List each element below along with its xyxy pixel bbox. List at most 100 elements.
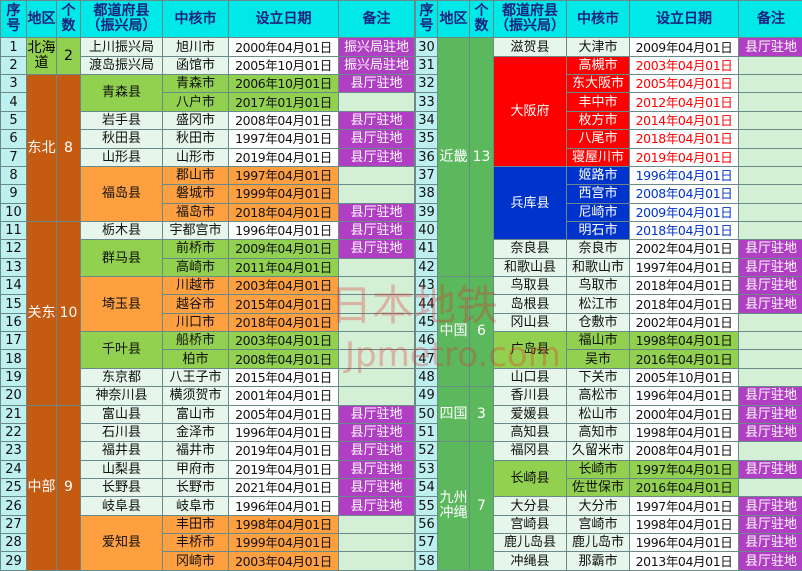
established-date: 2005年10月01日 (629, 367, 739, 388)
note-empty (738, 367, 802, 388)
row: 42 和歌山县 和歌山市 1997年04月01日 县厅驻地 (415, 257, 802, 278)
region: 近畿 (437, 37, 470, 278)
core-city: 宫崎市 (566, 514, 630, 535)
established-date: 2019年04月01日 (629, 147, 739, 167)
row: 24 山梨县 甲府市 2019年04月01日 县厅驻地 (0, 459, 415, 479)
city-count: 6 (469, 276, 494, 388)
prefecture: 大阪府 (493, 55, 567, 167)
prefecture: 宫崎县 (493, 514, 567, 535)
core-city: 前桥市 (162, 239, 229, 259)
row: 11 关东 10 栃木县 宇都宫市 1996年04月01日 县厅驻地 (0, 220, 415, 406)
prefecture: 冲绳县 (493, 551, 567, 571)
note: 县厅驻地 (738, 239, 802, 259)
core-city: 仓敷市 (566, 312, 630, 333)
row-number: 53 (415, 459, 438, 479)
prefecture: 山口县 (493, 367, 567, 388)
city-count: 8 (56, 74, 81, 222)
region: 关东 (26, 220, 57, 406)
row: 52 九州冲绳 7 福冈县 久留米市 2008年04月01日 (415, 441, 802, 571)
header-cell: 都道府县（振兴局） (493, 0, 567, 39)
note-empty (338, 92, 415, 112)
core-city: 川口市 (162, 312, 229, 333)
note-empty (738, 349, 802, 369)
established-date: 2019年04月01日 (228, 459, 339, 479)
note: 县厅驻地 (338, 404, 415, 424)
core-city: 越谷市 (162, 294, 229, 314)
prefecture: 埼玉县 (80, 276, 163, 333)
core-city: 吴市 (566, 349, 630, 369)
established-date: 2015年04月01日 (228, 367, 339, 388)
prefecture: 栃木县 (80, 220, 163, 241)
core-city: 福山市 (566, 331, 630, 351)
row: 28 丰桥市 1999年04月01日 (0, 533, 415, 553)
row: 19 东京都 八王子市 2015年04月01日 (0, 367, 415, 388)
established-date: 1999年04月01日 (228, 533, 339, 553)
established-date: 1996年04月01日 (228, 220, 339, 241)
row-number: 52 (415, 441, 438, 461)
row: 23 福井县 福井市 2019年04月01日 县厅驻地 (0, 441, 415, 461)
note-empty (738, 220, 802, 241)
row-number: 26 (0, 496, 27, 516)
established-date: 2008年04月01日 (629, 441, 739, 461)
row: 36 寝屋川市 2019年04月01日 (415, 147, 802, 167)
note-empty (738, 147, 802, 167)
row-number: 22 (0, 422, 27, 443)
established-date: 2005年10月01日 (228, 55, 339, 76)
row-number: 41 (415, 239, 438, 259)
core-city: 大分市 (566, 496, 630, 516)
header-cell: 设立日期 (228, 0, 339, 39)
established-date: 2003年04月01日 (228, 331, 339, 351)
city-count: 9 (56, 404, 81, 571)
note-empty (738, 441, 802, 461)
region: 中国 (437, 276, 470, 388)
row: 39 尼崎市 2009年04月01日 (415, 202, 802, 222)
core-city: 长崎市 (566, 459, 630, 479)
row-number: 50 (415, 404, 438, 424)
core-city: 佐世保市 (566, 477, 630, 498)
core-city: 姬路市 (566, 165, 630, 186)
core-city: 高崎市 (162, 257, 229, 278)
region: 北海道 (26, 37, 57, 76)
note: 县厅驻地 (338, 441, 415, 461)
header-cell: 序号 (415, 0, 438, 39)
row: 1 北海道 2 上川振兴局 旭川市 2000年04月01日 振兴局驻地 (0, 37, 415, 76)
core-city: 甲府市 (162, 459, 229, 479)
row-number: 28 (0, 533, 27, 553)
established-date: 1996年04月01日 (629, 165, 739, 186)
row: 32 东大阪市 2005年04月01日 (415, 74, 802, 94)
core-city: 八户市 (162, 92, 229, 112)
established-date: 1998年04月01日 (629, 514, 739, 535)
prefecture: 福井县 (80, 441, 163, 461)
row-number: 15 (0, 294, 27, 314)
established-date: 2018年04月01日 (629, 276, 739, 296)
row-number: 12 (0, 239, 27, 259)
note-empty (338, 386, 415, 406)
row-number: 1 (0, 37, 27, 57)
note-empty (338, 533, 415, 553)
established-date: 1998年04月01日 (629, 331, 739, 351)
row-number: 2 (0, 55, 27, 76)
row-number: 36 (415, 147, 438, 167)
header-cell: 序号 (0, 0, 27, 39)
header-cell: 个数 (469, 0, 494, 39)
row: 27 爱知县 丰田市 1998年04月01日 (0, 514, 415, 571)
core-city: 磐城市 (162, 184, 229, 204)
header-cell: 中核市 (566, 0, 630, 39)
prefecture: 长野县 (80, 477, 163, 498)
note: 县厅驻地 (338, 477, 415, 498)
prefecture: 大分县 (493, 496, 567, 516)
row: 21 中部 9 富山县 富山市 2005年04月01日 县厅驻地 (0, 404, 415, 571)
row: 54 佐世保市 2016年04月01日 (415, 477, 802, 498)
prefecture: 鸟取县 (493, 276, 567, 296)
note: 县厅驻地 (338, 459, 415, 479)
header-cell: 中核市 (162, 0, 229, 39)
prefecture: 上川振兴局 (80, 37, 163, 57)
prefecture: 石川县 (80, 422, 163, 443)
row: 7 山形县 山形市 2019年04月01日 县厅驻地 (0, 147, 415, 167)
note-empty (338, 514, 415, 535)
row: 17 千叶县 船桥市 2003年04月01日 (0, 331, 415, 369)
row-number: 49 (415, 386, 438, 406)
core-city: 寝屋川市 (566, 147, 630, 167)
region: 东北 (26, 74, 57, 222)
note: 县厅驻地 (338, 496, 415, 516)
